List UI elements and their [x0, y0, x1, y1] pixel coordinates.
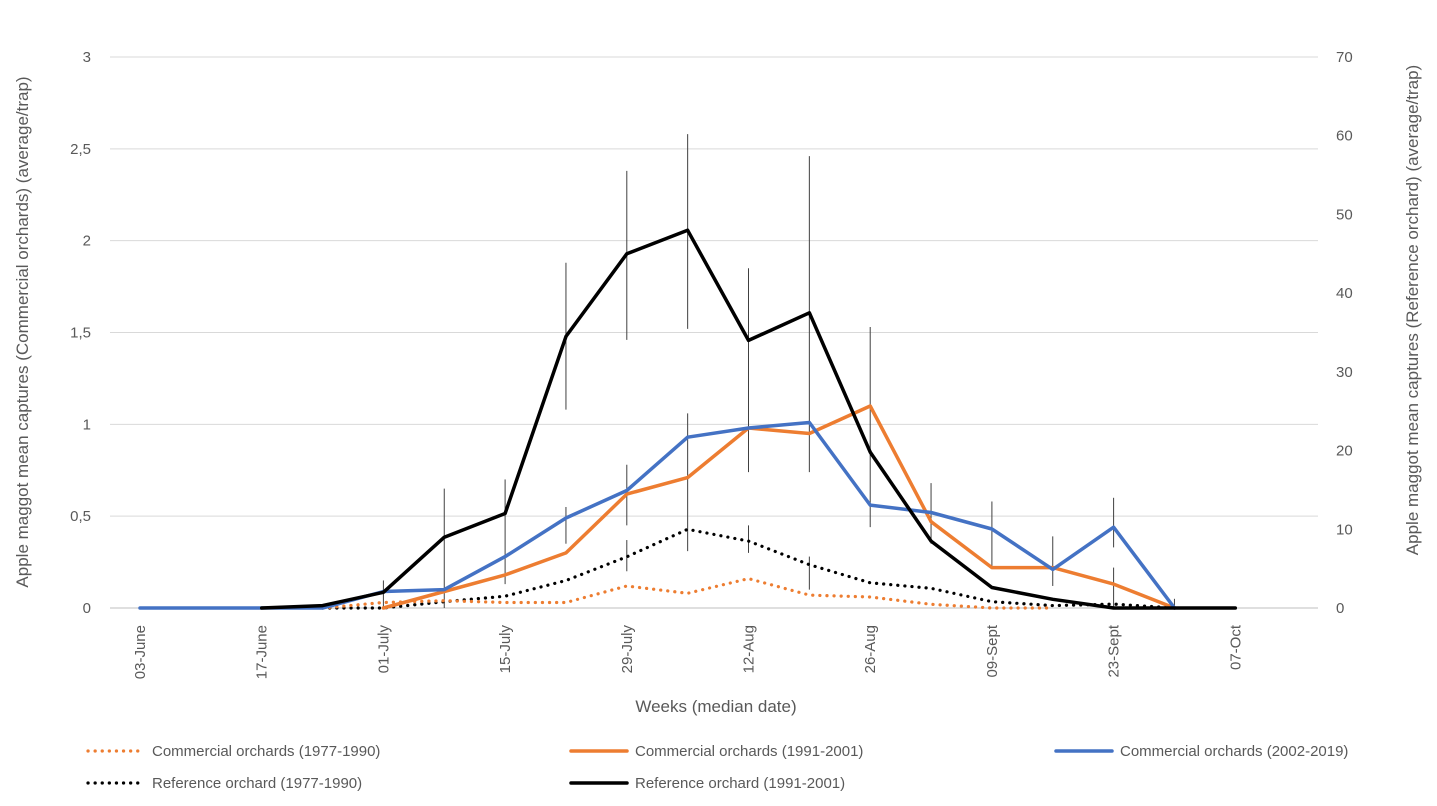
x-tick-label: 12-Aug	[741, 625, 758, 673]
legend-label: Commercial orchards (1991-2001)	[635, 743, 863, 760]
right-y-axis-title: Apple maggot mean captures (Reference or…	[1403, 65, 1422, 555]
series-line-5	[259, 228, 1238, 610]
left-y-axis-ticks: 0 0,5 1 1,5 2 2,5 3	[70, 49, 91, 617]
x-tick-label: 23-Sept	[1106, 624, 1123, 677]
x-axis-title: Weeks (median date)	[635, 697, 796, 716]
series-lines	[138, 228, 1238, 610]
x-tick-label: 15-July	[497, 625, 514, 674]
x-axis-ticks: 03-June 17-June 01-July 15-July 29-July 12-Au…	[132, 624, 1244, 679]
right-y-tick-label: 60	[1336, 128, 1353, 145]
left-y-tick-label: 2,5	[70, 141, 91, 158]
left-y-tick-label: 1,5	[70, 325, 91, 342]
series-line-2	[381, 404, 1177, 610]
x-tick-label: 26-Aug	[862, 625, 879, 673]
right-y-tick-label: 50	[1336, 206, 1353, 223]
x-tick-label: 07-Oct	[1227, 624, 1244, 670]
left-y-tick-label: 3	[83, 49, 91, 66]
right-y-tick-label: 30	[1336, 364, 1353, 381]
legend-label: Commercial orchards (2002-2019)	[1120, 743, 1348, 760]
x-tick-label: 17-June	[254, 625, 271, 679]
x-tick-label: 03-June	[132, 625, 149, 679]
left-y-tick-label: 2	[83, 233, 91, 250]
left-y-tick-label: 0,5	[70, 508, 91, 525]
right-y-tick-label: 70	[1336, 49, 1353, 66]
legend-label: Commercial orchards (1977-1990)	[152, 743, 380, 760]
x-tick-label: 09-Sept	[984, 624, 1001, 677]
right-y-tick-label: 20	[1336, 443, 1353, 460]
series-line-3	[138, 420, 1177, 610]
right-y-tick-label: 40	[1336, 285, 1353, 302]
series-line-1	[321, 576, 1055, 610]
x-tick-label: 01-July	[375, 625, 392, 674]
left-y-tick-label: 1	[83, 416, 91, 433]
right-y-tick-label: 0	[1336, 600, 1344, 617]
right-y-tick-label: 10	[1336, 521, 1353, 538]
left-y-axis-title: Apple maggot mean captures (Commercial o…	[13, 76, 32, 587]
error-bars	[382, 134, 1175, 608]
left-y-tick-label: 0	[83, 600, 91, 617]
legend-label: Reference orchard (1991-2001)	[635, 775, 845, 792]
right-y-axis-ticks: 0 10 20 30 40 50 60 70	[1336, 49, 1353, 617]
x-tick-label: 29-July	[619, 625, 636, 674]
gridlines	[110, 56, 1318, 609]
legend: Commercial orchards (1977-1990) Commercia…	[86, 743, 1348, 792]
legend-label: Reference orchard (1977-1990)	[152, 775, 362, 792]
